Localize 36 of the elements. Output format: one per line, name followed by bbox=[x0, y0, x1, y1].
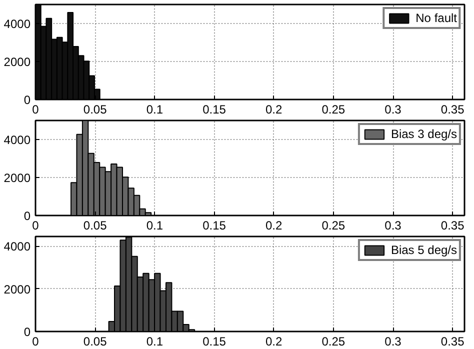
x-tick-label: 0.3 bbox=[384, 102, 402, 116]
y-tick-label: 0 bbox=[24, 93, 31, 107]
x-tick-label: 0.05 bbox=[83, 218, 108, 232]
x-tick-label: 0.05 bbox=[83, 334, 108, 348]
x-tick-label: 0.25 bbox=[322, 102, 346, 116]
x-tick-label: 0.15 bbox=[202, 102, 226, 116]
x-tick-label: 0.1 bbox=[146, 334, 164, 348]
x-tick-label: 0.3 bbox=[384, 218, 402, 232]
x-tick-label: 0.1 bbox=[146, 102, 164, 116]
x-tick-label: 0 bbox=[32, 218, 40, 232]
legend-label: Bias 5 deg/s bbox=[390, 243, 457, 257]
y-tick-label: 4000 bbox=[4, 240, 31, 254]
y-tick-label: 4000 bbox=[4, 133, 31, 147]
x-tick-label: 0 bbox=[32, 334, 40, 348]
x-tick-label: 0.3 bbox=[384, 334, 402, 348]
x-tick-label: 0.35 bbox=[440, 218, 465, 232]
x-tick-label: 0.2 bbox=[265, 334, 282, 348]
legend-label: Bias 3 deg/s bbox=[390, 127, 457, 141]
x-tick-label: 0.2 bbox=[265, 102, 282, 116]
x-tick-label: 0.15 bbox=[202, 334, 226, 348]
x-tick-label: 0.15 bbox=[202, 218, 226, 232]
y-tick-label: 0 bbox=[24, 325, 31, 339]
x-tick-label: 0.35 bbox=[440, 102, 465, 116]
y-tick-label: 4000 bbox=[4, 17, 31, 31]
x-tick-label: 0.05 bbox=[83, 102, 108, 116]
y-tick-label: 2000 bbox=[4, 282, 31, 296]
x-tick-label: 0.35 bbox=[440, 334, 465, 348]
x-tick-label: 0.25 bbox=[322, 218, 346, 232]
x-tick-label: 0 bbox=[32, 102, 40, 116]
y-tick-label: 0 bbox=[24, 209, 31, 223]
x-tick-label: 0.25 bbox=[322, 334, 346, 348]
x-tick-label: 0.1 bbox=[146, 218, 164, 232]
x-tick-label: 0.2 bbox=[265, 218, 282, 232]
y-tick-label: 2000 bbox=[4, 55, 31, 69]
y-tick-label: 2000 bbox=[4, 171, 31, 185]
legend-label: No fault bbox=[416, 11, 457, 25]
